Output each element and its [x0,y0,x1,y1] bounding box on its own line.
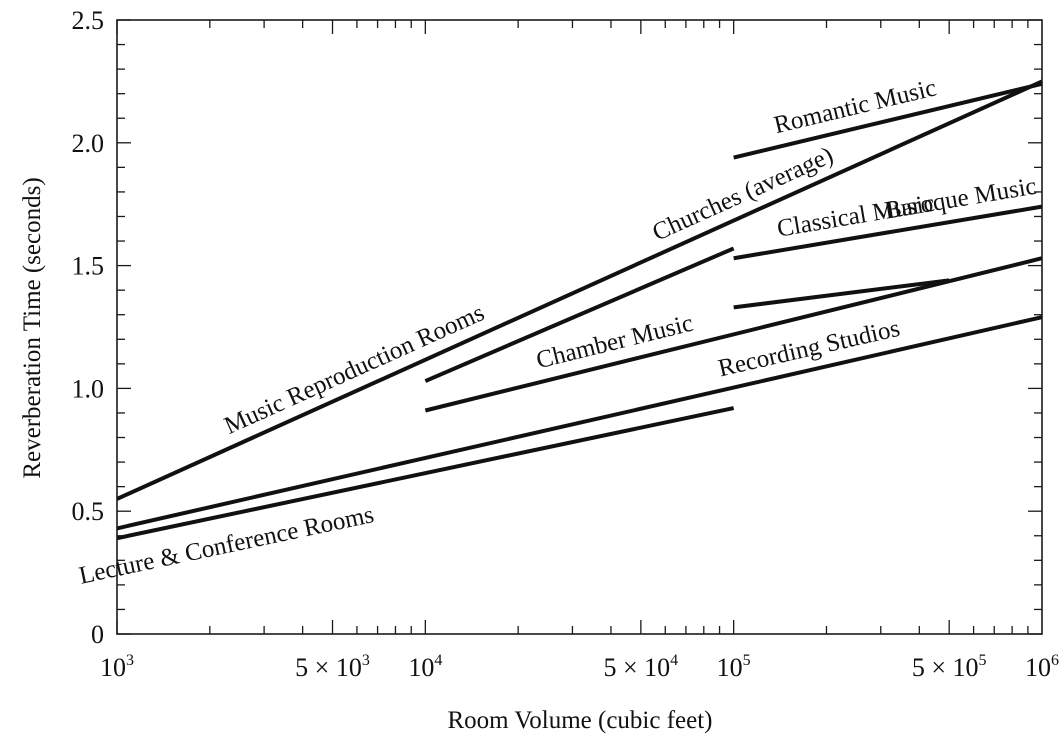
y-tick-label: 0 [91,620,104,649]
y-axis-title: Reverberation Time (seconds) [19,177,46,478]
plot-frame [116,19,1043,635]
x-tick-label: 106 [1025,652,1059,682]
line-recording-studios [116,315,1043,531]
x-tick-label: 104 [408,652,442,682]
x-tick-label: 5 × 104 [604,652,679,682]
x-tick-label: 105 [717,652,751,682]
y-tick-label: 1.5 [72,252,105,281]
line-music-reproduction-rooms [116,79,1043,501]
line-churches-average [424,246,735,383]
line-romantic-music [733,81,1043,160]
y-tick-label: 2.0 [72,129,105,158]
y-tick-label: 2.5 [72,6,105,35]
x-tick-label: 5 × 105 [912,652,987,682]
series-lines [116,79,1043,541]
y-tick-label: 0.5 [72,497,105,526]
line-chamber-music [424,256,1043,413]
x-tick-labels: 103 5 × 103 104 5 × 104 105 5 × 105 106 [100,652,1059,682]
line-classical-music [733,204,1043,261]
x-tick-label: 5 × 103 [295,652,370,682]
x-tick-label: 103 [100,652,134,682]
y-tick-labels: 0 0.5 1.0 1.5 2.0 2.5 [72,6,105,649]
line-lecture-conference-rooms [116,406,735,541]
x-axis-title: Room Volume (cubic feet) [448,707,713,734]
label-baroque-music: Baroque Music [883,173,1039,225]
y-tick-label: 1.0 [72,374,105,403]
line-baroque-music [733,278,950,310]
